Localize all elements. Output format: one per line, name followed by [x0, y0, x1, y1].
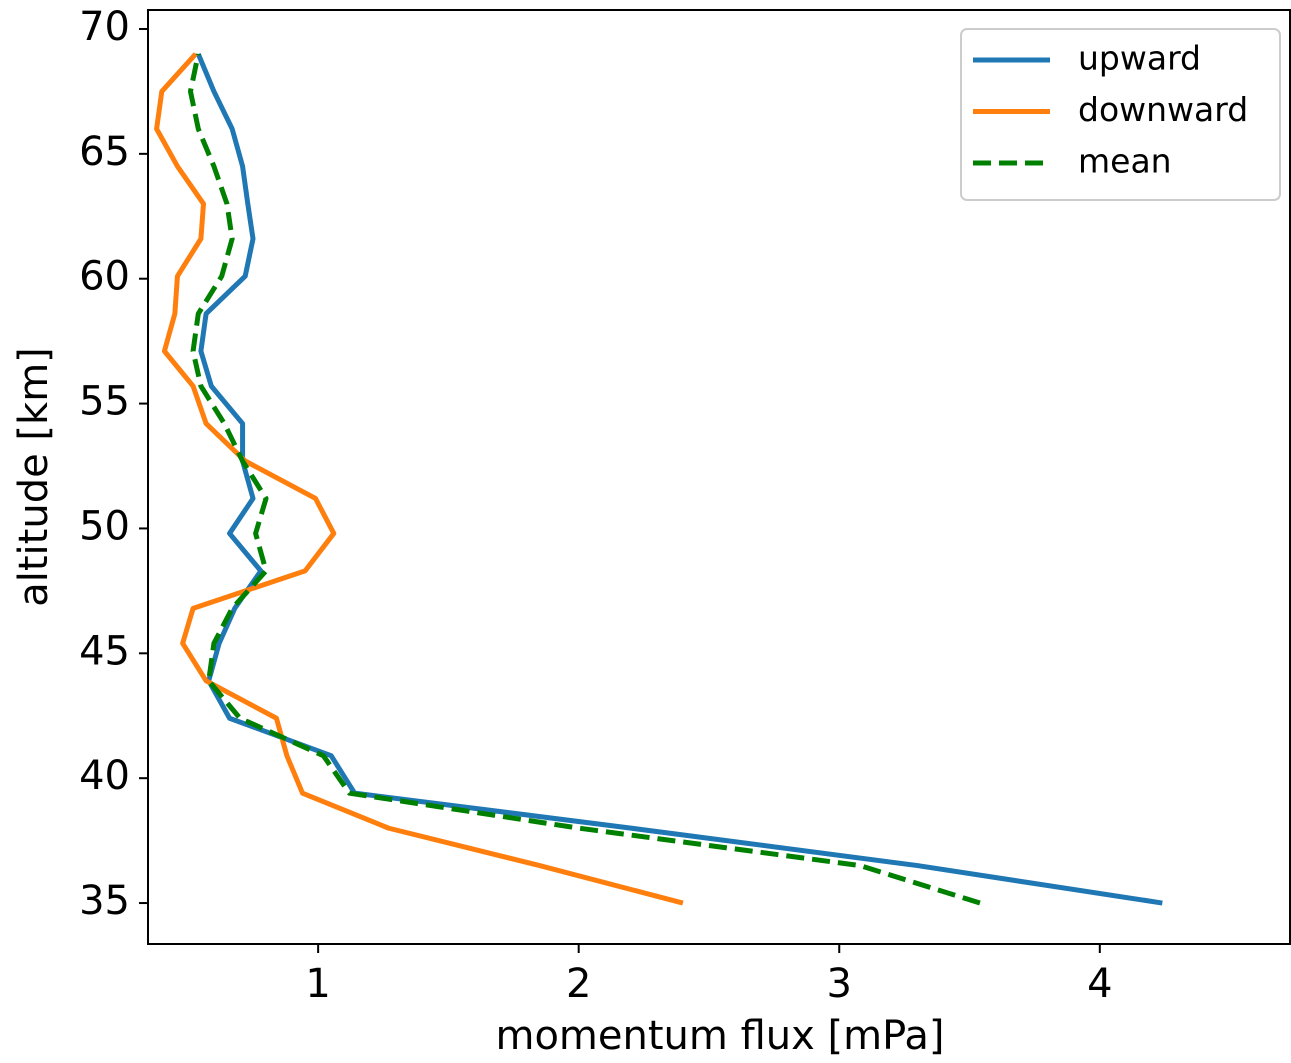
legend-box [960, 28, 1281, 201]
y-tick-label: 65 [79, 129, 130, 175]
x-tick-label: 3 [827, 961, 852, 1007]
legend-label: downward [1078, 90, 1248, 129]
series-line [187, 53, 981, 906]
y-tick-label: 55 [79, 379, 130, 425]
series-line [195, 52, 1163, 906]
series-line [154, 52, 684, 906]
y-tick-label: 45 [79, 628, 130, 674]
y-axis-label: altitude [km] [11, 347, 57, 607]
y-tick-label: 70 [79, 4, 130, 50]
y-tick-label: 35 [79, 878, 130, 924]
x-axis-label: momentum flux [mPa] [495, 1013, 944, 1059]
legend-label: mean [1078, 142, 1172, 181]
x-tick-label: 1 [305, 961, 330, 1007]
x-tick-label: 2 [566, 961, 591, 1007]
plot-frame [147, 9, 1291, 945]
y-tick-label: 40 [79, 753, 130, 799]
legend-label: upward [1078, 39, 1201, 78]
y-tick-label: 50 [79, 503, 130, 549]
legend: upward downward mean [960, 28, 1281, 201]
x-tick-label: 4 [1087, 961, 1112, 1007]
y-tick-label: 60 [79, 254, 130, 300]
